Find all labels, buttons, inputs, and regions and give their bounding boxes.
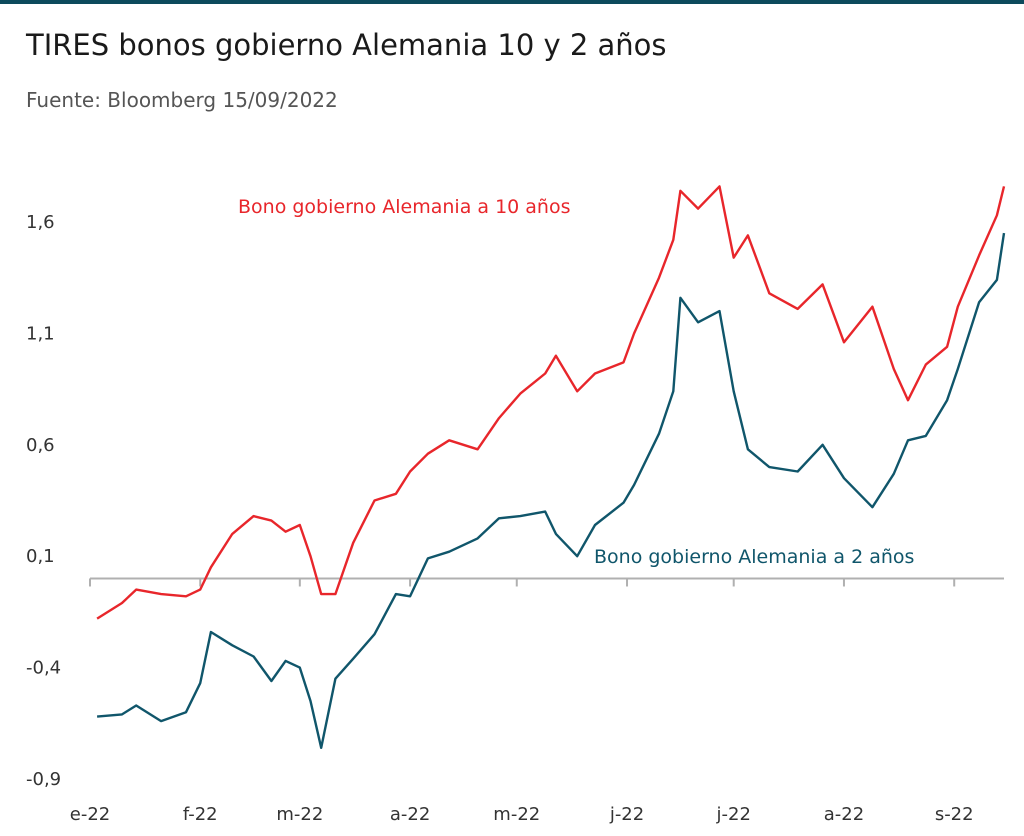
x-tick-label: a-22 — [824, 804, 864, 825]
series-line-10y — [96, 185, 1006, 620]
x-tick-label: e-22 — [70, 804, 110, 825]
y-tick-label: -0,9 — [26, 769, 61, 790]
x-tick-label: f-22 — [183, 804, 218, 825]
x-tick-label: j-22 — [609, 804, 644, 825]
series-label-2y: Bono gobierno Alemania a 2 años — [594, 546, 914, 568]
y-tick-label: 0,6 — [26, 435, 55, 456]
x-tick-label: m-22 — [276, 804, 323, 825]
series-line-2y — [96, 232, 1006, 749]
y-tick-label: 1,1 — [26, 323, 55, 344]
chart-subtitle: Fuente: Bloomberg 15/09/2022 — [26, 88, 338, 112]
x-tick-label: a-22 — [390, 804, 430, 825]
zero-baseline — [89, 577, 1004, 587]
top-rule — [0, 0, 1024, 4]
chart-title: TIRES bonos gobierno Alemania 10 y 2 año… — [26, 28, 667, 62]
y-tick-label: 1,6 — [26, 212, 55, 233]
y-axis-ticks: 1,6 1,1 0,6 0,1 -0,4 -0,9 — [26, 212, 61, 790]
x-tick-label: j-22 — [716, 804, 751, 825]
y-tick-label: 0,1 — [26, 546, 55, 567]
x-tick-label: m-22 — [493, 804, 540, 825]
y-tick-label: -0,4 — [26, 658, 61, 679]
series-lines — [96, 185, 1006, 749]
series-label-10y: Bono gobierno Alemania a 10 años — [238, 196, 571, 218]
x-tick-label: s-22 — [935, 804, 974, 825]
x-axis-ticks: e-22 f-22 m-22 a-22 m-22 j-22 j-22 a-22 s-22 — [70, 804, 974, 825]
